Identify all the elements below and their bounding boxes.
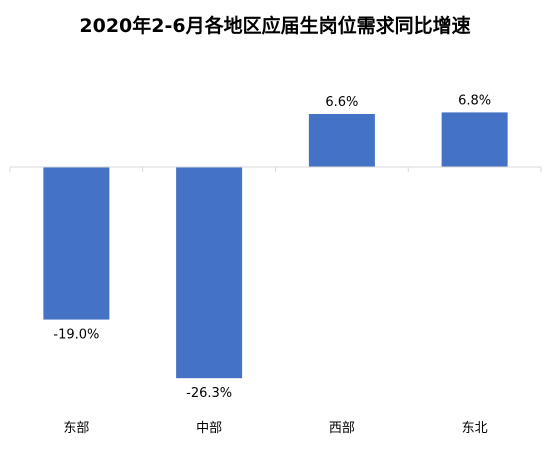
data-label: -19.0% (53, 328, 99, 343)
category-label: 西部 (329, 421, 355, 436)
category-label: 中部 (196, 421, 222, 436)
bar-1 (43, 167, 110, 320)
chart-title: 2020年2-6月各地区应届生岗位需求同比增速 (79, 15, 471, 37)
data-label: 6.8% (458, 93, 491, 108)
axis-layer (9, 166, 542, 172)
category-label: 东部 (63, 421, 89, 436)
category-label: 东北 (462, 421, 488, 436)
bar-3 (308, 114, 375, 167)
data-label: 6.6% (325, 95, 358, 110)
bars-layer (43, 112, 508, 379)
data-label: -26.3% (186, 386, 232, 401)
labels-layer: -19.0% 东部 -26.3% 中部 6.6% 西部 6.8% 东北 (53, 93, 491, 436)
bar-4 (441, 112, 508, 167)
bar-2 (176, 167, 243, 379)
